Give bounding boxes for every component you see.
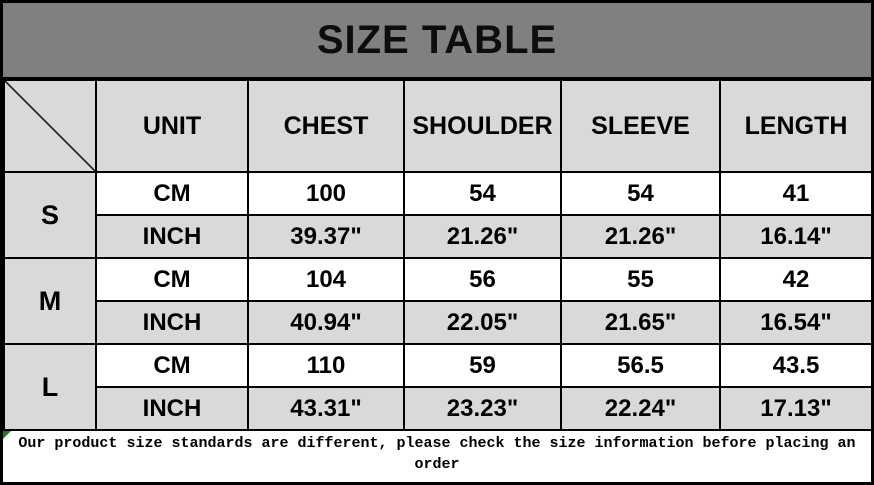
cell-m-inch-unit: INCH	[95, 300, 249, 345]
cell-s-inch-sleeve: 21.26"	[560, 214, 721, 259]
green-corner-marker-icon	[3, 431, 11, 439]
cell-s-cm-length: 41	[719, 171, 871, 216]
cell-m-cm-sleeve: 55	[560, 257, 721, 302]
cell-l-cm-chest: 110	[247, 343, 405, 388]
cell-s-cm-unit: CM	[95, 171, 249, 216]
table-row-s-cm: S CM 100 54 54 41	[3, 171, 871, 259]
cell-s-cm-chest: 100	[247, 171, 405, 216]
cell-l-inch-chest: 43.31"	[247, 386, 405, 431]
cell-l-cm-unit: CM	[95, 343, 249, 388]
col-header-shoulder: SHOULDER	[403, 79, 562, 173]
cell-l-inch-unit: INCH	[95, 386, 249, 431]
col-header-length: LENGTH	[719, 79, 871, 173]
cell-s-cm-sleeve: 54	[560, 171, 721, 216]
col-header-unit: UNIT	[95, 79, 249, 173]
col-header-chest: CHEST	[247, 79, 405, 173]
cell-m-inch-sleeve: 21.65"	[560, 300, 721, 345]
cell-l-cm-sleeve: 56.5	[560, 343, 721, 388]
cell-m-inch-chest: 40.94"	[247, 300, 405, 345]
cell-l-cm-shoulder: 59	[403, 343, 562, 388]
corner-diagonal-cell	[3, 79, 97, 173]
cell-m-cm-length: 42	[719, 257, 871, 302]
footer-note-line-1: Our product size standards are different…	[18, 435, 856, 452]
header-row: UNIT CHEST SHOULDER SLEEVE LENGTH	[3, 79, 871, 173]
cell-s-cm-shoulder: 54	[403, 171, 562, 216]
footer-note-line-2: order	[414, 456, 460, 473]
size-label-s: S	[3, 171, 97, 259]
size-table: UNIT CHEST SHOULDER SLEEVE LENGTH S CM 1…	[3, 79, 871, 431]
size-label-l: L	[3, 343, 97, 431]
cell-l-inch-length: 17.13"	[719, 386, 871, 431]
cell-m-cm-chest: 104	[247, 257, 405, 302]
size-label-m: M	[3, 257, 97, 345]
cell-m-cm-shoulder: 56	[403, 257, 562, 302]
cell-l-cm-length: 43.5	[719, 343, 871, 388]
cell-s-inch-chest: 39.37"	[247, 214, 405, 259]
col-header-sleeve: SLEEVE	[560, 79, 721, 173]
cell-s-inch-shoulder: 21.26"	[403, 214, 562, 259]
table-row-m-cm: M CM 104 56 55 42	[3, 257, 871, 345]
table-row-s-inch: INCH 39.37" 21.26" 21.26" 16.14"	[4, 214, 871, 259]
cell-m-inch-shoulder: 22.05"	[403, 300, 562, 345]
cell-m-inch-length: 16.54"	[719, 300, 871, 345]
footer-note: Our product size standards are different…	[3, 431, 871, 482]
table-row-m-inch: INCH 40.94" 22.05" 21.65" 16.54"	[4, 300, 871, 345]
cell-m-cm-unit: CM	[95, 257, 249, 302]
diagonal-line-icon	[5, 81, 95, 171]
page-title: SIZE TABLE	[3, 3, 871, 79]
table-row-l-cm: L CM 110 59 56.5 43.5	[3, 343, 871, 431]
cell-l-inch-sleeve: 22.24"	[560, 386, 721, 431]
table-row-l-inch: INCH 43.31" 23.23" 22.24" 17.13"	[4, 386, 871, 431]
cell-s-inch-unit: INCH	[95, 214, 249, 259]
cell-l-inch-shoulder: 23.23"	[403, 386, 562, 431]
cell-s-inch-length: 16.14"	[719, 214, 871, 259]
